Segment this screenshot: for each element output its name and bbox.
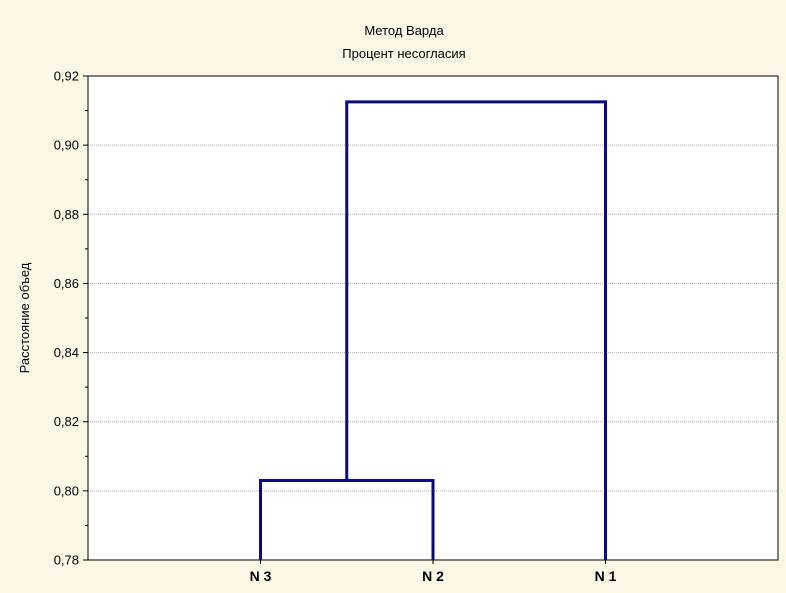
dendrogram-link-2: [345, 100, 607, 560]
x-tick-label: N 1: [595, 568, 617, 584]
dendrogram-link-1: [259, 478, 435, 560]
plot-area: 0,78 0,80 0,82 0,84 0,86 0,88 0,90 0,92 N 3 N 2 N …: [54, 69, 779, 584]
y-tick-label: 0,92: [54, 69, 79, 84]
y-tick-label: 0,90: [54, 138, 79, 153]
x-tick-label: N 2: [422, 568, 444, 584]
y-axis-label: Расстояние объед: [17, 262, 32, 373]
y-tick-label: 0,78: [54, 553, 79, 568]
y-tick-label: 0,84: [54, 345, 79, 360]
y-tick-label: 0,82: [54, 414, 79, 429]
chart-subtitle: Процент несогласия: [342, 46, 465, 61]
x-tick-label: N 3: [250, 568, 272, 584]
y-tick-label: 0,86: [54, 276, 79, 291]
chart-title: Метод Варда: [364, 23, 444, 38]
y-tick-label: 0,88: [54, 207, 79, 222]
y-tick-label: 0,80: [54, 483, 79, 498]
